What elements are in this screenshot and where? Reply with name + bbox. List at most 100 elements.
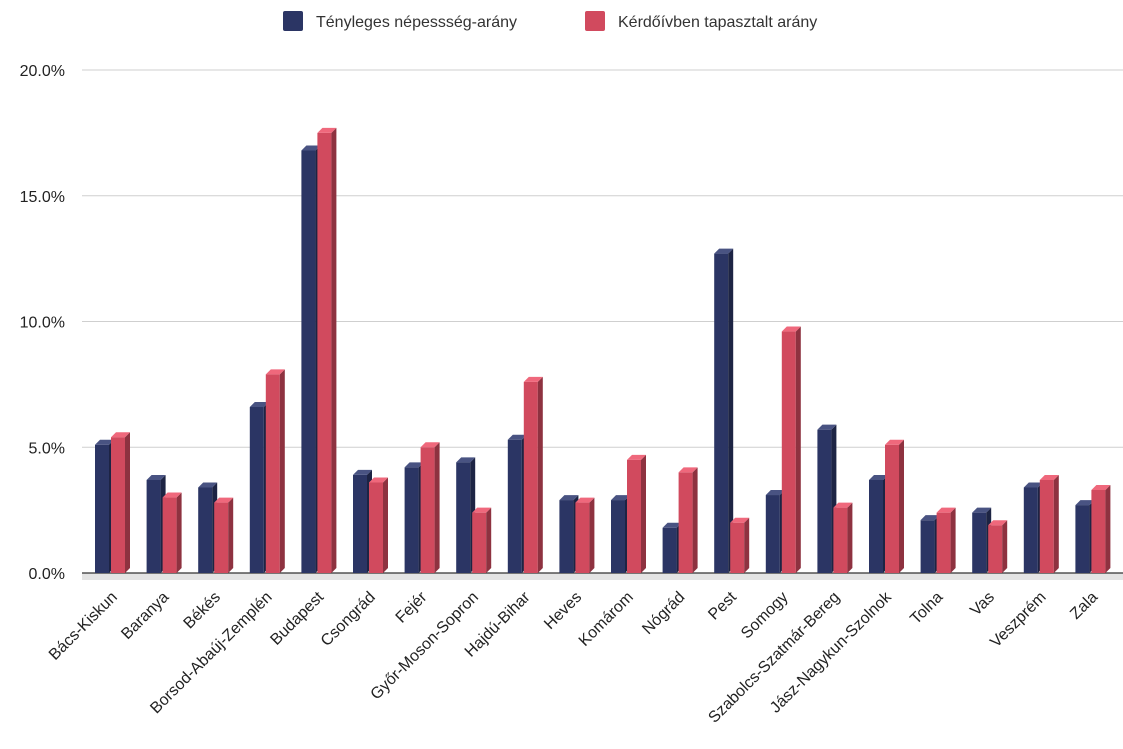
bar-side-face [641, 454, 646, 573]
x-tick-label: Zala [1067, 589, 1101, 623]
bar-top-face [885, 439, 904, 445]
bar-top-face [353, 469, 372, 475]
bar-top-face [988, 520, 1008, 526]
bar-top-face [111, 432, 130, 438]
bar-front-face [162, 497, 177, 573]
bar-front-face [301, 150, 316, 574]
y-axis-ticks: 0.0% 5.0% 10.0% 15.0% 20.0% [20, 63, 65, 583]
bars [95, 127, 1111, 574]
bar-survey [730, 517, 750, 573]
bar-front-face [317, 132, 332, 573]
bar-survey [317, 127, 337, 573]
bar-front-face [214, 502, 229, 573]
chart-floor [82, 572, 1123, 580]
bar-top-face [249, 402, 269, 408]
legend: Tényleges népessség-arány Kérdőívben tap… [283, 11, 817, 31]
bar-survey [885, 439, 904, 573]
bar-top-face [456, 457, 476, 463]
bar-top-face [559, 495, 579, 501]
x-tick-label: Fejér [393, 588, 431, 626]
bar-front-face [988, 525, 1003, 573]
bar-front-face [472, 512, 487, 573]
bar-front-face [920, 520, 935, 573]
bar-top-face [317, 127, 337, 133]
bar-top-face [869, 474, 888, 480]
bar-survey [575, 497, 595, 573]
bar-front-face [678, 472, 693, 573]
bar-top-face [162, 492, 182, 498]
bar-side-face [1105, 485, 1111, 573]
bar-front-face [885, 444, 899, 573]
bar-top-face [817, 424, 837, 430]
bar-side-face [486, 507, 492, 573]
bar-top-face [936, 507, 956, 513]
bar-side-face [795, 326, 801, 573]
bar-top-face [420, 442, 440, 448]
x-tick-label: Veszprém [987, 589, 1049, 651]
bar-top-face [198, 482, 218, 488]
bar-actual [714, 248, 734, 573]
bar-survey [162, 492, 182, 573]
x-tick-label: Bács-Kiskun [46, 589, 121, 664]
bar-front-face [507, 439, 522, 573]
bar-survey [265, 369, 285, 573]
bar-front-face [575, 502, 590, 573]
bar-top-face [714, 248, 734, 254]
bar-front-face [198, 487, 213, 573]
bar-front-face [662, 527, 677, 573]
bar-front-face [1075, 505, 1090, 573]
bar-top-face [920, 515, 940, 521]
legend-label-survey: Kérdőívben tapasztalt arány [618, 14, 817, 31]
bar-survey [214, 497, 234, 573]
bar-front-face [523, 381, 538, 573]
legend-swatch-survey [585, 11, 605, 31]
bar-front-face [95, 444, 109, 573]
bar-survey [781, 326, 801, 573]
bar-front-face [1039, 479, 1054, 573]
bar-front-face [936, 512, 951, 573]
bar-side-face [1002, 520, 1008, 573]
bar-front-face [869, 479, 883, 573]
bar-top-face [781, 326, 801, 332]
bar-top-face [369, 477, 388, 483]
bar-top-face [730, 517, 750, 523]
bar-side-face [692, 467, 698, 573]
bar-front-face [404, 467, 419, 573]
x-tick-label: Somogy [738, 589, 792, 643]
bar-front-face [353, 474, 367, 573]
bar-front-face [714, 253, 729, 573]
x-tick-label: Békés [181, 589, 224, 632]
bar-top-face [146, 474, 166, 480]
bar-side-face [847, 502, 853, 573]
bar-front-face [765, 495, 780, 573]
x-tick-label: Baranya [118, 589, 172, 643]
bar-top-face [575, 497, 595, 503]
bar-top-face [507, 434, 527, 440]
bar-front-face [627, 459, 641, 573]
bar-survey [472, 507, 492, 573]
bar-top-face [95, 439, 114, 445]
bar-top-face [765, 490, 785, 496]
bar-top-face [1075, 500, 1095, 506]
bar-front-face [1091, 490, 1106, 573]
bar-survey [523, 376, 543, 573]
legend-label-actual: Tényleges népessség-arány [316, 14, 517, 31]
bar-survey [420, 442, 440, 573]
bar-survey [988, 520, 1008, 573]
bar-top-face [1023, 482, 1043, 488]
y-tick-label: 20.0% [20, 63, 65, 80]
bar-front-face [611, 500, 625, 573]
x-tick-label: Csongrád [318, 589, 379, 650]
bar-side-face [950, 507, 956, 573]
bar-side-face [537, 376, 543, 573]
bar-side-face [125, 432, 130, 573]
bar-top-face [662, 522, 682, 528]
bar-side-face [383, 477, 388, 573]
bar-side-face [744, 517, 750, 573]
bar-front-face [833, 507, 848, 573]
bar-survey [111, 432, 130, 573]
bar-front-face [817, 429, 832, 573]
bar-front-face [249, 407, 264, 573]
bar-side-face [331, 127, 337, 573]
